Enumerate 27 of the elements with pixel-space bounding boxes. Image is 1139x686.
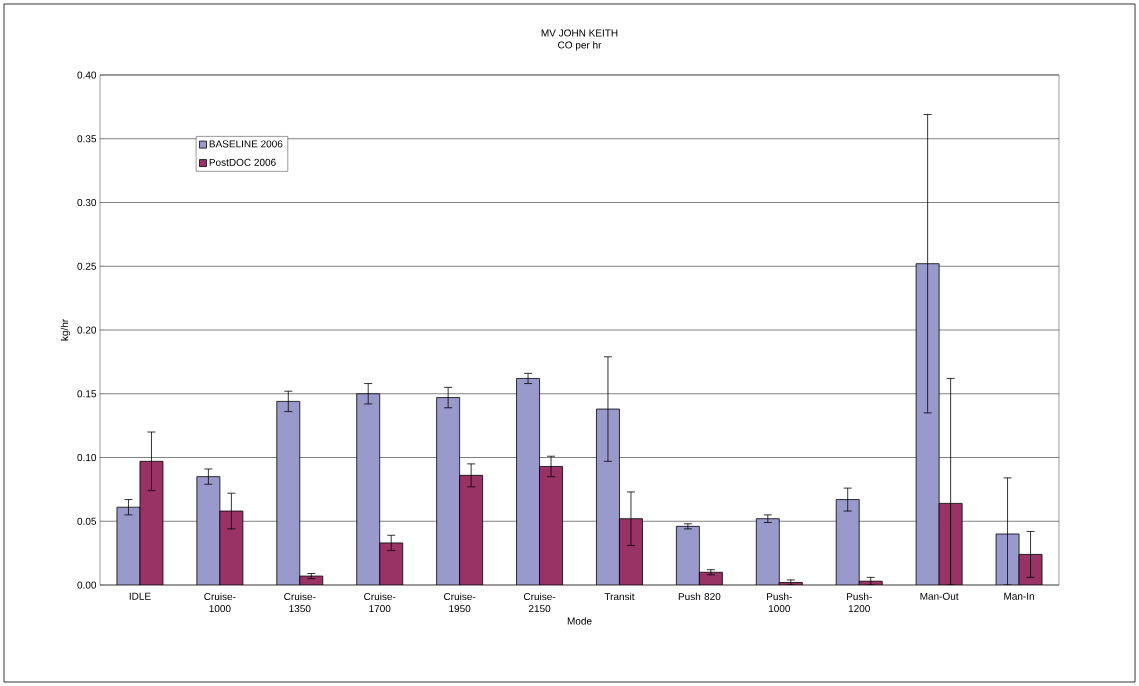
- chart-title: MV JOHN KEITH: [541, 29, 618, 37]
- x-tick-label: Cruise-1000: [204, 592, 236, 613]
- y-tick-label: 0.15: [77, 390, 97, 398]
- x-tick-label: Cruise-1950: [444, 592, 476, 613]
- chart-subtitle: CO per hr: [558, 41, 602, 51]
- x-tick-label: Man-Out: [920, 592, 959, 600]
- x-tick-label: Cruise-1700: [364, 592, 396, 613]
- x-axis-title: Mode: [567, 617, 592, 625]
- y-axis-title: kg/hr: [60, 319, 71, 341]
- y-tick-label: 0.05: [77, 517, 97, 525]
- y-tick-label: 0.30: [77, 198, 97, 207]
- x-tick-label: Push-1000: [767, 592, 792, 613]
- legend-label: BASELINE 2006: [209, 140, 283, 148]
- x-tick-label: IDLE: [129, 592, 151, 600]
- y-tick-label: 0.00: [77, 581, 97, 589]
- x-tick-label: Man-In: [1004, 592, 1034, 600]
- x-tick-label: Push-1200: [846, 592, 872, 613]
- x-tick-label: Cruise-2150: [523, 592, 556, 613]
- x-tick-label: Transit: [604, 592, 635, 601]
- y-tick-label: 0.20: [77, 326, 97, 334]
- legend-label: PostDOC 2006: [209, 158, 276, 166]
- x-tick-label: Cruise-1350: [284, 592, 316, 613]
- y-tick-label: 0.40: [77, 71, 97, 79]
- x-tick-label: Push 820: [678, 592, 721, 601]
- y-tick-label: 0.35: [77, 135, 97, 143]
- y-tick-label: 0.10: [77, 453, 97, 462]
- y-tick-label: 0.25: [77, 262, 97, 270]
